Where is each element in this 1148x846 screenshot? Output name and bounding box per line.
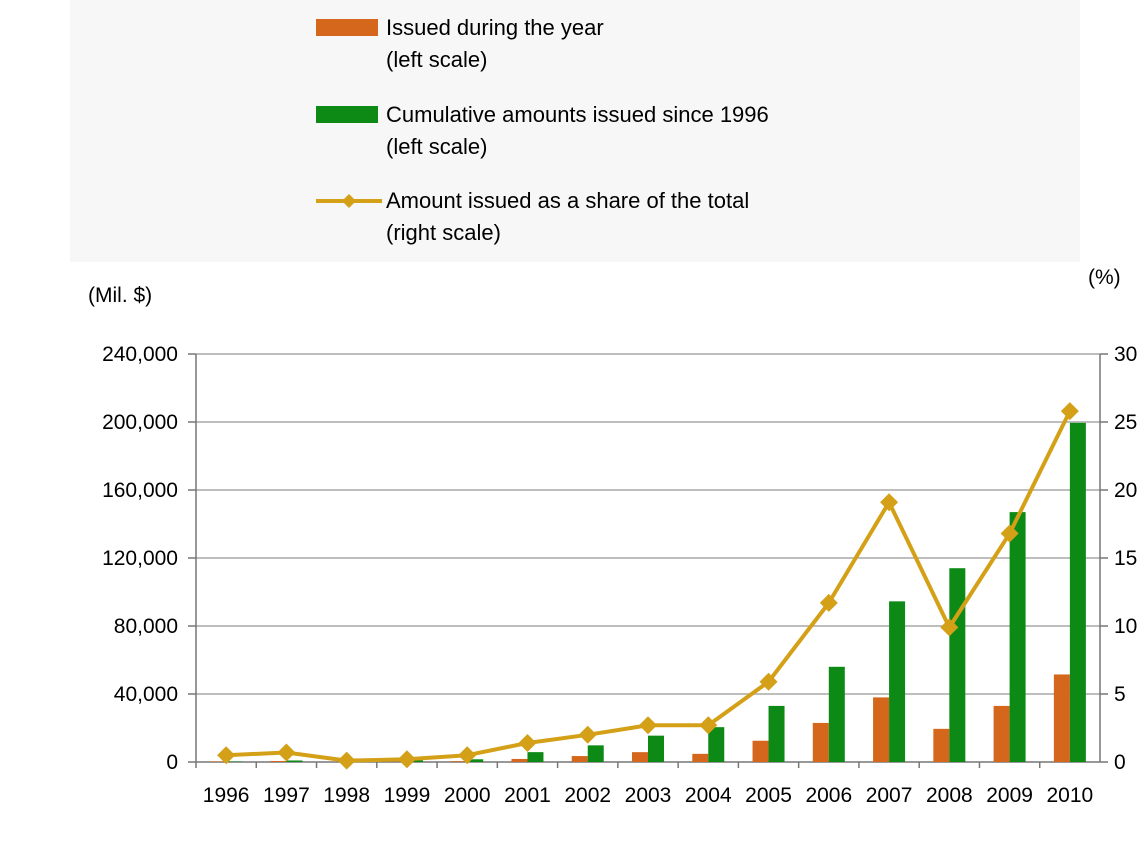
share-marker (1060, 402, 1079, 421)
x-tick-label: 2005 (745, 784, 792, 807)
bar-issued (692, 753, 709, 762)
bar-issued (451, 761, 468, 762)
bar-issued (933, 728, 950, 762)
left-tick-label: 120,000 (102, 547, 178, 570)
x-tick-label: 2004 (685, 784, 732, 807)
share-marker (940, 618, 959, 637)
right-tick-label: 0 (1114, 751, 1126, 774)
legend-panel (70, 0, 1080, 262)
left-tick-label: 80,000 (114, 615, 178, 638)
right-tick-label: 20 (1114, 479, 1137, 502)
bar-cumulative (648, 735, 664, 762)
share-marker (518, 733, 537, 752)
x-tick-label: 2008 (926, 784, 973, 807)
x-tick-label: 2010 (1047, 784, 1094, 807)
bar-issued (812, 722, 829, 762)
x-tick-label: 2002 (564, 784, 611, 807)
bar-cumulative (889, 601, 906, 762)
x-tick-label: 2006 (805, 784, 852, 807)
left-tick-label: 240,000 (102, 343, 178, 366)
share-marker (217, 746, 236, 765)
right-tick-label: 25 (1114, 411, 1137, 434)
legend-sub-share: (right scale) (386, 220, 501, 245)
left-axis-unit: (Mil. $) (88, 284, 153, 307)
x-tick-label: 1997 (263, 784, 310, 807)
share-marker (699, 716, 718, 735)
bar-issued (1053, 674, 1070, 762)
bar-cumulative (527, 752, 544, 762)
bar-issued (752, 740, 769, 762)
left-tick-label: 0 (166, 751, 178, 774)
bar-cumulative (768, 705, 785, 762)
legend-swatch-cumulative (316, 106, 378, 123)
right-tick-label: 10 (1114, 615, 1137, 638)
legend-swatch-issued (316, 19, 378, 36)
x-tick-label: 1996 (203, 784, 250, 807)
x-tick-label: 2007 (866, 784, 913, 807)
left-tick-label: 200,000 (102, 411, 178, 434)
bar-issued (571, 756, 588, 762)
bar-cumulative (587, 745, 604, 762)
legend-label-share: Amount issued as a share of the total (386, 188, 750, 213)
bar-issued (993, 705, 1010, 762)
bar-issued (270, 760, 287, 762)
bar-issued (511, 758, 528, 762)
bar-issued (632, 752, 648, 762)
x-tick-label: 2009 (986, 784, 1033, 807)
right-tick-label: 15 (1114, 547, 1137, 570)
bar-cumulative (286, 760, 303, 762)
share-marker (639, 716, 657, 735)
share-marker (1000, 524, 1019, 543)
right-tick-label: 5 (1114, 683, 1126, 706)
legend-swatch-share (316, 194, 382, 208)
bar-cumulative (467, 759, 484, 762)
bar-cumulative (226, 761, 243, 762)
right-axis-unit: (%) (1088, 266, 1121, 289)
legend-sub-cumulative: (left scale) (386, 134, 488, 159)
share-marker (759, 672, 778, 691)
x-tick-label: 2003 (625, 784, 672, 807)
share-marker (578, 725, 597, 744)
legend-sub-issued: (left scale) (386, 47, 488, 72)
legend-label-issued: Issued during the year (386, 15, 604, 40)
share-marker (458, 746, 477, 765)
x-tick-label: 2000 (444, 784, 491, 807)
share-marker (880, 493, 899, 512)
bar-cumulative (1069, 422, 1086, 762)
share-line (226, 410, 1072, 763)
x-tick-label: 2001 (504, 784, 551, 807)
legend-label-cumulative: Cumulative amounts issued since 1996 (386, 102, 769, 127)
right-tick-label: 30 (1114, 343, 1137, 366)
share-marker (819, 593, 838, 612)
left-tick-label: 40,000 (114, 683, 178, 706)
bar-issued (873, 697, 890, 762)
bar-cumulative (949, 568, 966, 762)
bar-cumulative (1009, 512, 1026, 762)
x-tick-label: 1998 (323, 784, 370, 807)
left-tick-label: 160,000 (102, 479, 178, 502)
bar-cumulative (708, 727, 725, 762)
share-marker (397, 750, 416, 769)
share-marker (337, 751, 356, 770)
share-marker (277, 743, 296, 762)
bar-issued (210, 761, 227, 762)
bar-cumulative (828, 666, 845, 762)
x-tick-label: 1999 (384, 784, 431, 807)
bar-cumulative (406, 760, 423, 762)
